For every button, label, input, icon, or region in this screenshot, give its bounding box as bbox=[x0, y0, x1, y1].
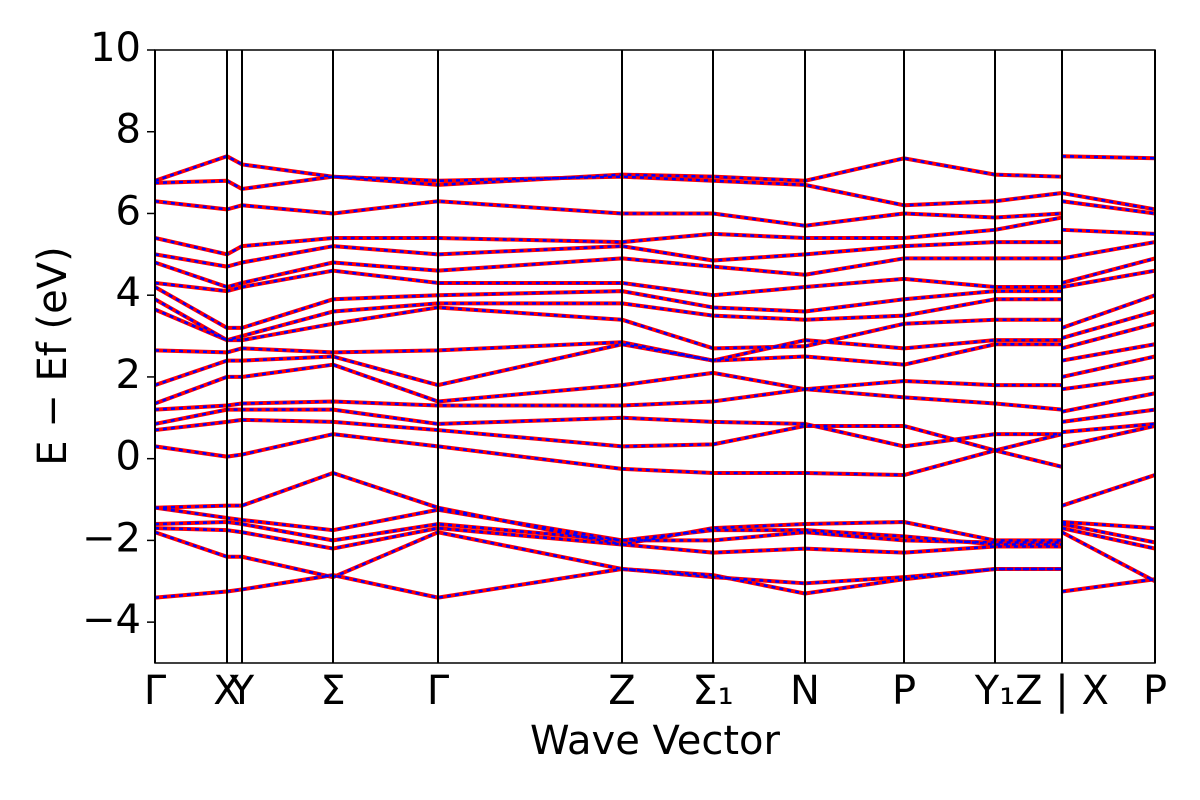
y-tick-label: −2 bbox=[82, 515, 141, 561]
y-tick-label: −4 bbox=[82, 597, 141, 643]
band-line bbox=[1061, 199, 1156, 216]
band-line-dashed bbox=[154, 520, 1062, 544]
x-tick-label: Γ bbox=[427, 668, 450, 714]
band-line-dashed bbox=[154, 240, 1062, 268]
x-tick-label: Σ₁ bbox=[692, 668, 733, 714]
band-line bbox=[154, 407, 1062, 449]
band-line bbox=[1061, 268, 1156, 289]
x-tick-label: P bbox=[1143, 668, 1167, 714]
x-tick-label: P bbox=[892, 668, 916, 714]
band-line-dashed bbox=[154, 526, 1062, 554]
band-line-dashed bbox=[1061, 257, 1156, 285]
band-line bbox=[1061, 342, 1156, 363]
y-tick-label: 10 bbox=[90, 25, 141, 71]
plot-area bbox=[154, 154, 1156, 600]
x-tick-label: Y bbox=[229, 668, 255, 714]
x-tick-label: Z | X bbox=[1015, 668, 1109, 714]
x-tick-label: N bbox=[790, 668, 820, 714]
y-axis-label: E − Ef (eV) bbox=[30, 246, 76, 465]
band-line bbox=[154, 417, 1063, 453]
band-line bbox=[1061, 354, 1156, 379]
band-line-dashed bbox=[154, 199, 1063, 227]
x-tick-label: Z bbox=[608, 668, 635, 714]
y-tick-label: 6 bbox=[116, 188, 141, 234]
y-tick-label: 8 bbox=[116, 107, 141, 153]
band-line-dashed bbox=[154, 418, 1063, 452]
band-line-dashed bbox=[1061, 322, 1156, 350]
x-tick-label: Σ bbox=[320, 668, 345, 714]
band-line bbox=[1061, 424, 1156, 449]
band-line-dashed bbox=[1061, 310, 1156, 340]
y-tick-label: 2 bbox=[116, 352, 141, 398]
band-line-dashed bbox=[154, 306, 1062, 350]
band-line bbox=[1061, 374, 1156, 392]
x-tick-label: X bbox=[213, 668, 240, 714]
band-line bbox=[1061, 520, 1156, 531]
y-tick-label: 4 bbox=[116, 270, 141, 316]
band-line-dashed bbox=[154, 175, 1063, 207]
band-line bbox=[1061, 191, 1156, 212]
x-axis-label: Wave Vector bbox=[530, 718, 781, 764]
band-line-dashed bbox=[154, 216, 1063, 256]
band-line bbox=[154, 215, 1063, 257]
band-line bbox=[1061, 240, 1156, 261]
band-line bbox=[1061, 227, 1156, 236]
band-line-dashed bbox=[154, 269, 1062, 297]
x-tick-label: Γ bbox=[144, 668, 167, 714]
band-line-dashed bbox=[154, 408, 1062, 448]
band-line-dashed bbox=[1061, 473, 1156, 507]
y-tick-label: 0 bbox=[116, 434, 141, 480]
band-line bbox=[1061, 522, 1156, 545]
band-line bbox=[1061, 391, 1156, 414]
band-line bbox=[1061, 407, 1156, 424]
band-line bbox=[1061, 154, 1156, 161]
band-line bbox=[154, 387, 1063, 412]
band-line bbox=[1061, 421, 1156, 435]
band-line-dashed bbox=[154, 342, 1062, 387]
x-tick-label: Y₁ bbox=[974, 668, 1015, 714]
band-line-dashed bbox=[1061, 531, 1156, 583]
band-line bbox=[1061, 577, 1156, 594]
band-line bbox=[1061, 526, 1156, 551]
band-line-dashed bbox=[154, 363, 1062, 405]
band-line-dashed bbox=[1061, 294, 1156, 330]
band-line bbox=[154, 174, 1063, 208]
